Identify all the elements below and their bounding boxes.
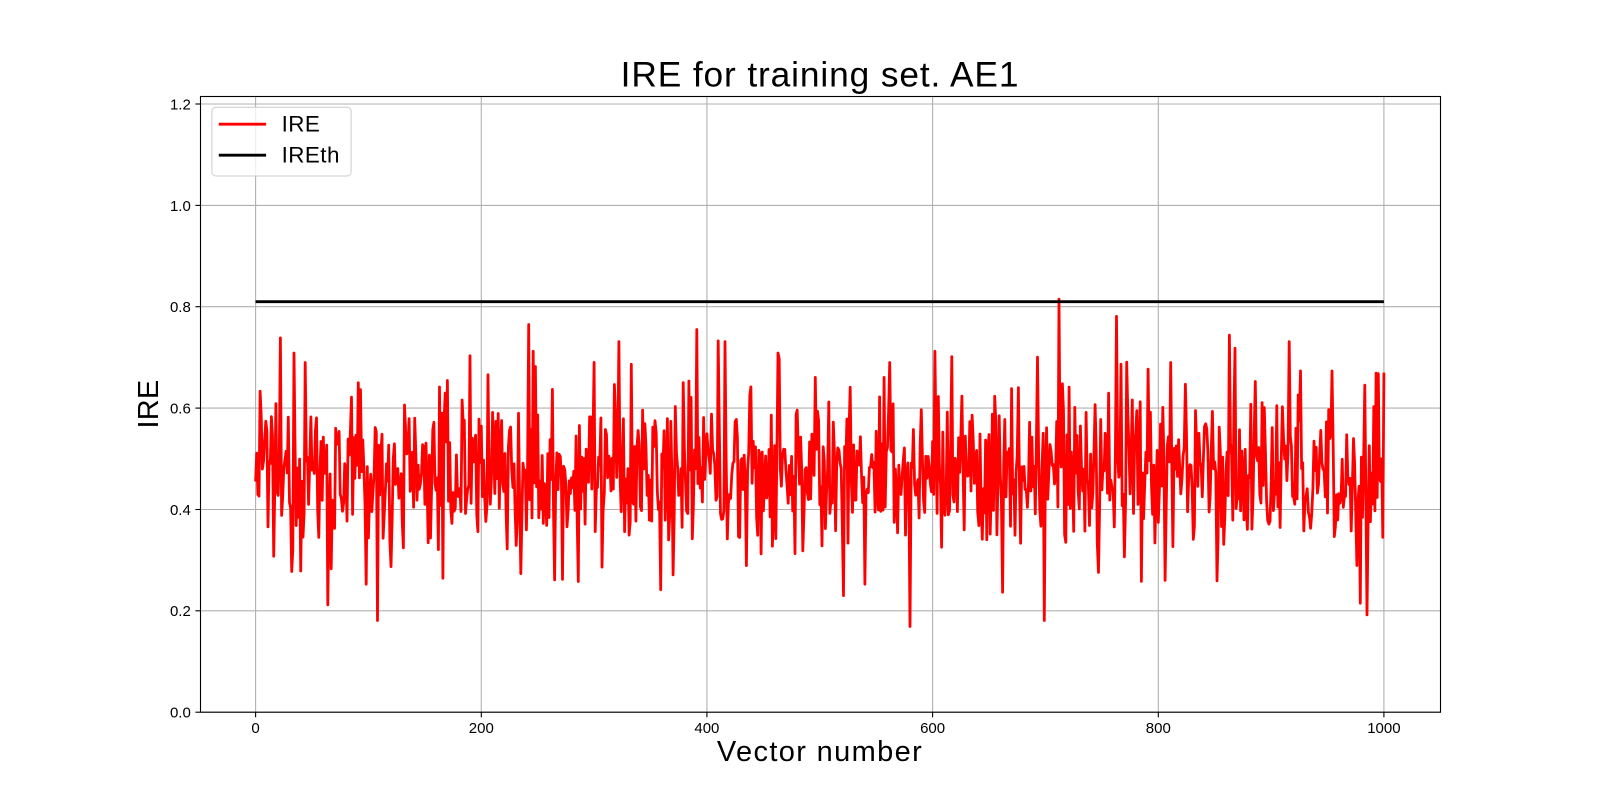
svg-text:0: 0	[251, 720, 259, 737]
svg-text:600: 600	[920, 720, 945, 737]
svg-text:0.6: 0.6	[170, 401, 191, 418]
svg-text:0.2: 0.2	[170, 603, 191, 620]
svg-text:0.4: 0.4	[170, 502, 191, 519]
svg-text:1000: 1000	[1367, 720, 1400, 737]
svg-text:IRE: IRE	[133, 380, 165, 429]
svg-text:1.2: 1.2	[170, 96, 191, 113]
svg-text:IRE for training set. AE1: IRE for training set. AE1	[621, 56, 1020, 95]
svg-text:0.0: 0.0	[170, 705, 191, 722]
svg-text:0.8: 0.8	[170, 299, 191, 316]
svg-text:Vector number: Vector number	[717, 736, 923, 768]
svg-text:1.0: 1.0	[170, 198, 191, 215]
svg-text:IRE: IRE	[282, 111, 321, 136]
svg-text:800: 800	[1146, 720, 1171, 737]
svg-text:IREth: IREth	[282, 143, 340, 168]
svg-text:200: 200	[469, 720, 494, 737]
svg-text:400: 400	[694, 720, 719, 737]
